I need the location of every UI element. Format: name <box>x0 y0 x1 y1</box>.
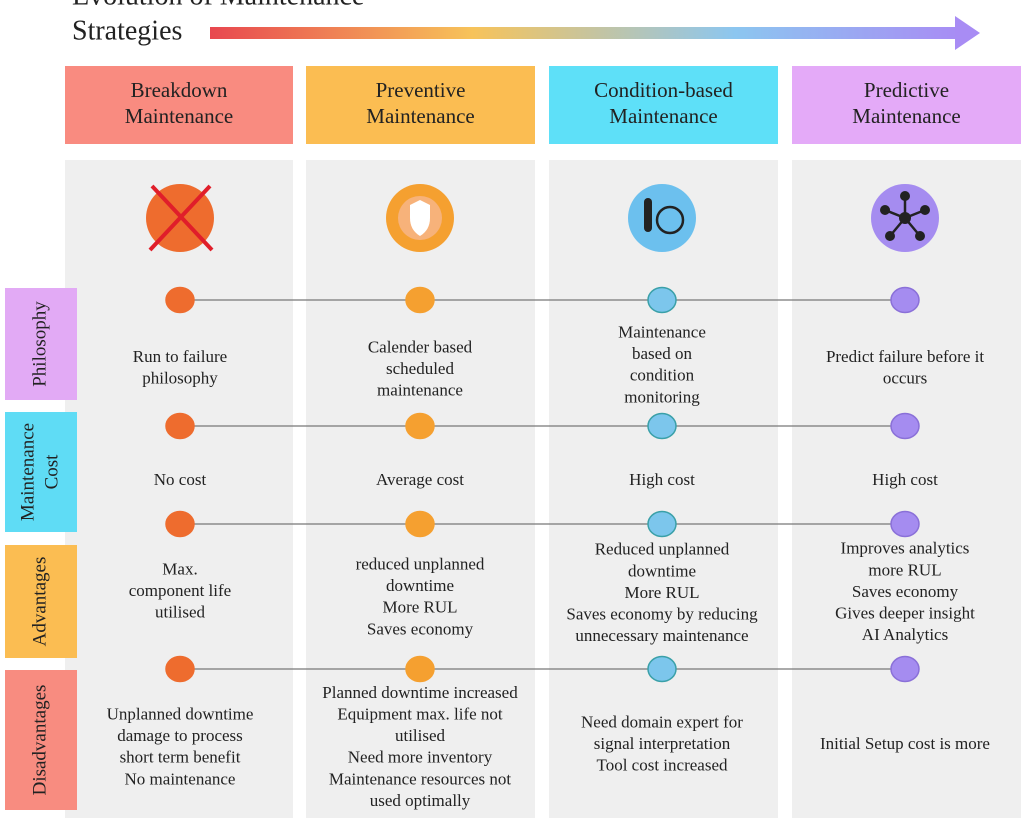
stage-dot <box>890 510 920 538</box>
column-header-text: Maintenance <box>125 104 233 128</box>
arrow-shaft <box>210 27 960 39</box>
stage-dot <box>165 655 195 683</box>
cell-text: utilised <box>395 726 446 745</box>
row-label-box <box>5 412 77 532</box>
cell-text: Average cost <box>376 470 464 489</box>
title: Evolution of Maintenance <box>72 0 364 11</box>
column-header-text: Maintenance <box>609 104 717 128</box>
stage-dot <box>890 286 920 314</box>
column-header <box>306 66 535 144</box>
column-header-text: Maintenance <box>852 104 960 128</box>
row-label: Cost <box>41 454 62 490</box>
cell-text: more RUL <box>868 560 941 579</box>
cell-text: Improves analytics <box>841 539 970 558</box>
cell-text: AI Analytics <box>862 625 948 644</box>
column-header-text: Preventive <box>376 78 466 102</box>
column-header-text: Breakdown <box>131 78 228 102</box>
column-header <box>549 66 778 144</box>
row-label-box <box>5 670 77 810</box>
row-label: Disadvantages <box>29 685 50 796</box>
icon-globe <box>655 205 685 235</box>
row-label: Advantages <box>29 557 50 647</box>
icon-condition <box>628 184 696 252</box>
cell-text: Reduced unplanned <box>595 540 730 559</box>
cell-text: Need more inventory <box>348 748 493 767</box>
cell-text: scheduled <box>386 359 454 378</box>
stage-dot <box>165 286 195 314</box>
column-header-text: Maintenance <box>366 104 474 128</box>
row-label: Maintenance <box>17 423 38 521</box>
cell-text: component life <box>129 581 231 600</box>
cell-text: reduced unplanned <box>356 555 485 574</box>
cell-text: High cost <box>872 470 938 489</box>
column-header <box>792 66 1021 144</box>
stage-dot <box>165 412 195 440</box>
cell-text: Initial Setup cost is more <box>820 734 990 753</box>
column-header <box>65 66 293 144</box>
column-panel <box>65 160 293 818</box>
cell-text: unnecessary maintenance <box>575 626 748 645</box>
column-panel <box>306 160 535 818</box>
cell-text: Maintenance resources not <box>329 769 511 788</box>
cell-text: downtime <box>386 576 454 595</box>
cell-text: Predict failure before it <box>826 347 984 366</box>
cell-text: based on <box>632 344 692 363</box>
icon-cross <box>148 184 214 252</box>
stage-dot <box>405 412 435 440</box>
cell-text: Planned downtime increased <box>322 683 518 702</box>
stage-dot <box>405 655 435 683</box>
cell-text: condition <box>630 366 695 385</box>
stage-dot <box>890 655 920 683</box>
cell-text: Gives deeper insight <box>835 604 975 623</box>
cell-text: Max. <box>162 559 197 578</box>
cell-text: occurs <box>883 369 927 388</box>
cell-text: No cost <box>154 470 207 489</box>
stage-dot <box>890 412 920 440</box>
cell-text: More RUL <box>624 583 699 602</box>
cell-text: No maintenance <box>125 769 236 788</box>
cell-text: Equipment max. life not <box>337 705 503 724</box>
column-header-text: Predictive <box>864 78 949 102</box>
cell-text: damage to process <box>117 726 243 745</box>
cell-text: downtime <box>628 561 696 580</box>
title: Strategies <box>72 15 182 46</box>
column-panel <box>549 160 778 818</box>
row-label: Philosophy <box>29 301 50 387</box>
cell-text: More RUL <box>382 598 457 617</box>
column-header-text: Condition-based <box>594 78 733 102</box>
stage-dot <box>647 655 677 683</box>
row-label-box <box>5 288 77 400</box>
icon-shield <box>410 200 430 236</box>
cell-text: utilised <box>155 603 206 622</box>
cell-text: philosophy <box>142 369 218 388</box>
stage-dot <box>405 286 435 314</box>
cell-text: High cost <box>629 470 695 489</box>
stage-dot <box>165 510 195 538</box>
arrow-head <box>955 16 980 50</box>
cell-text: Tool cost increased <box>597 756 728 775</box>
stage-dot <box>647 510 677 538</box>
cell-text: Saves economy <box>367 619 474 638</box>
cell-text: monitoring <box>624 387 700 406</box>
row-label-box <box>5 545 77 658</box>
stage-dot <box>405 510 435 538</box>
cell-text: Calender based <box>368 337 473 356</box>
stage-dot <box>647 412 677 440</box>
cell-text: signal interpretation <box>594 734 731 753</box>
icons <box>146 184 939 252</box>
cell-text: short term benefit <box>120 748 241 767</box>
cell-text: Need domain expert for <box>581 712 743 731</box>
cell-text: Maintenance <box>618 323 706 342</box>
column-panel <box>792 160 1021 818</box>
cell-text: Unplanned downtime <box>107 705 254 724</box>
cell-text: Run to failure <box>133 347 227 366</box>
cell-text: Saves economy <box>852 582 959 601</box>
stage-dot <box>647 286 677 314</box>
cell-text: used optimally <box>370 791 471 810</box>
icon-thermometer <box>644 198 652 232</box>
cell-text: Saves economy by reducing <box>566 605 758 624</box>
cell-text: maintenance <box>377 381 463 400</box>
